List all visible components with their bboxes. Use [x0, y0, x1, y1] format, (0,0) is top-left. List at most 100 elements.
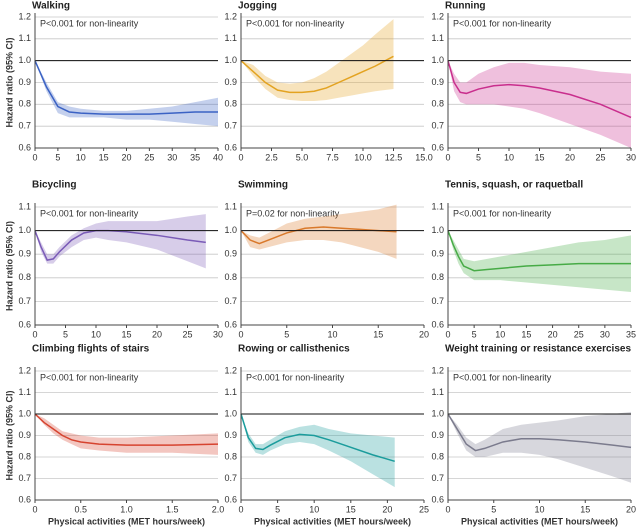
annotation: P<0.001 for non-linearity: [246, 372, 345, 382]
y-tick-label: 0.7: [224, 473, 237, 483]
annotation: P<0.001 for non-linearity: [40, 18, 139, 28]
confidence-band: [448, 60, 631, 148]
x-tick-label: 35: [190, 152, 200, 162]
y-tick-label: 0.8: [431, 272, 444, 282]
chart-title: Weight training or resistance exercises: [445, 344, 631, 355]
hazard-line: [447, 60, 632, 119]
x-tick-label: 15: [121, 329, 131, 339]
y-tick-label: 0.9: [431, 430, 444, 440]
y-tick-label: 1.0: [224, 408, 237, 418]
y-tick-label: 0.9: [224, 77, 237, 87]
annotation: P<0.001 for non-linearity: [40, 372, 139, 382]
x-tick-label: 10: [534, 504, 544, 514]
y-tick-label: 0.9: [431, 77, 444, 87]
x-tick-label: 15: [346, 504, 356, 514]
hazard-line: [240, 413, 395, 463]
x-tick-label: 5: [491, 504, 496, 514]
y-tick-label: 0.6: [431, 494, 444, 504]
y-tick-label: 0.7: [431, 296, 444, 306]
x-tick-label: 7.5: [326, 152, 339, 162]
y-tick-label: 1.0: [224, 225, 237, 235]
x-tick-label: 15: [534, 152, 544, 162]
y-tick-label: 1.1: [224, 33, 237, 43]
y-tick-label: 0.6: [224, 142, 237, 152]
y-tick-label: 1.1: [431, 33, 444, 43]
x-tick-label: 20: [419, 329, 429, 339]
x-tick-label: 0: [32, 504, 37, 514]
y-tick-label: 1.2: [431, 365, 444, 375]
y-tick-label: 0.8: [18, 451, 31, 461]
y-tick-label: 0.8: [224, 451, 237, 461]
y-tick-label: 0.6: [18, 494, 31, 504]
annotation: P=0.02 for non-linearity: [246, 208, 340, 218]
x-tick-label: 10: [76, 152, 86, 162]
x-tick-label: 20: [548, 329, 558, 339]
chart-title: Bicycling: [32, 180, 76, 191]
x-tick-label: 25: [144, 152, 154, 162]
annotation: P<0.001 for non-linearity: [453, 18, 552, 28]
y-tick-label: 1.2: [431, 11, 444, 21]
chart-title: Rowing or callisthenics: [238, 344, 350, 355]
x-tick-label: 0: [238, 152, 243, 162]
hazard-line: [34, 60, 218, 115]
confidence-band: [35, 414, 218, 455]
hazard-line: [34, 413, 219, 446]
y-tick-label: 1.1: [18, 33, 31, 43]
y-tick-label: 1.1: [18, 387, 31, 397]
x-tick-label: 30: [600, 329, 610, 339]
x-tick-label: 20: [565, 152, 575, 162]
x-axis-label: Physical activities (MET hours/week): [254, 516, 411, 526]
hazard-line: [240, 55, 394, 94]
x-tick-label: 30: [167, 152, 177, 162]
y-tick-label: 0.7: [431, 473, 444, 483]
confidence-band: [448, 230, 631, 292]
x-tick-label: 10: [504, 152, 514, 162]
x-tick-label: 12.5: [385, 152, 403, 162]
confidence-band: [241, 414, 395, 488]
x-tick-label: 15.0: [415, 152, 433, 162]
x-tick-label: 0: [32, 152, 37, 162]
x-tick-label: 40: [213, 152, 223, 162]
y-tick-label: 0.9: [18, 249, 31, 259]
x-tick-label: 1.5: [166, 504, 179, 514]
x-tick-label: 5: [284, 329, 289, 339]
x-tick-label: 30: [626, 152, 636, 162]
y-tick-label: 0.9: [18, 430, 31, 440]
y-tick-label: 0.8: [431, 99, 444, 109]
x-tick-label: 15: [580, 504, 590, 514]
x-tick-label: 15: [373, 329, 383, 339]
y-axis-label: Hazard ratio (95% CI): [4, 221, 14, 311]
y-tick-label: 0.7: [18, 296, 31, 306]
x-tick-label: 25: [574, 329, 584, 339]
y-tick-label: 1.2: [18, 365, 31, 375]
x-axis-label: Physical activities (MET hours/week): [48, 516, 205, 526]
y-tick-label: 0.6: [431, 319, 444, 329]
chart-title: Running: [445, 1, 486, 12]
chart-title: Walking: [32, 1, 70, 12]
confidence-band: [241, 19, 394, 102]
y-tick-label: 0.8: [224, 272, 237, 282]
x-tick-label: 0.5: [74, 504, 87, 514]
x-tick-label: 15: [521, 329, 531, 339]
hazard-line: [447, 230, 631, 272]
y-tick-label: 0.8: [431, 451, 444, 461]
y-tick-label: 1.1: [431, 387, 444, 397]
x-tick-label: 2.0: [212, 504, 225, 514]
x-tick-label: 10: [327, 329, 337, 339]
y-tick-label: 0.9: [18, 77, 31, 87]
annotation: P<0.001 for non-linearity: [453, 372, 552, 382]
y-tick-label: 1.0: [18, 408, 31, 418]
x-tick-label: 5: [63, 329, 68, 339]
y-tick-label: 1.0: [431, 225, 444, 235]
chart-title: Tennis, squash, or raquetball: [445, 180, 583, 191]
y-tick-label: 0.7: [224, 121, 237, 131]
hazard-line: [34, 229, 206, 261]
x-tick-label: 2.5: [265, 152, 278, 162]
y-tick-label: 0.8: [18, 99, 31, 109]
x-tick-label: 0: [445, 152, 450, 162]
x-tick-label: 25: [182, 329, 192, 339]
chart-title: Swimming: [238, 180, 288, 191]
chart-title: Climbing flights of stairs: [32, 344, 150, 355]
y-tick-label: 0.9: [224, 249, 237, 259]
